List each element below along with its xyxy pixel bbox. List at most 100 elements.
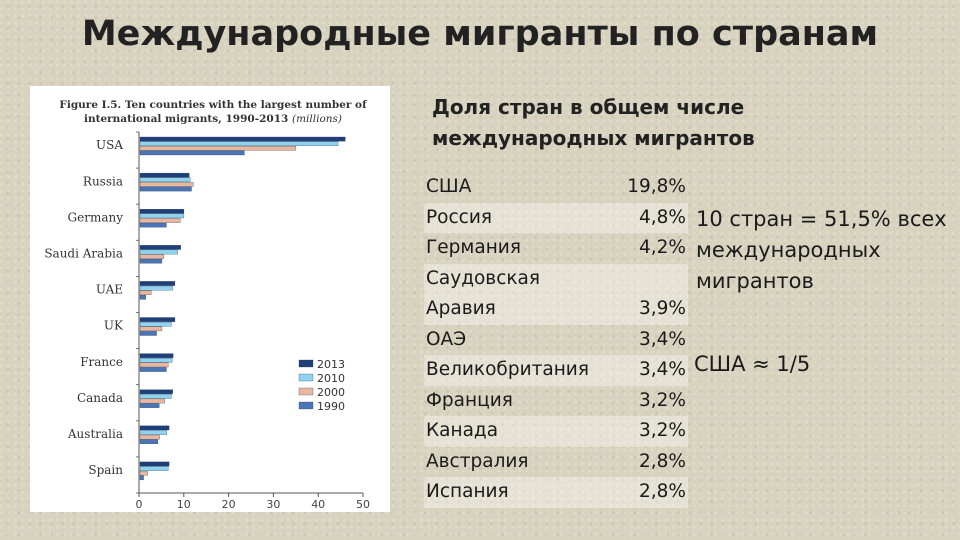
table-row: Россия 4,8% bbox=[424, 202, 688, 233]
category-label: Spain bbox=[88, 463, 123, 477]
bar-2013-uae bbox=[139, 281, 176, 286]
bar-2013-germany bbox=[139, 209, 185, 214]
chart-title-line2: international migrants, 1990-2013 (milli… bbox=[84, 113, 342, 125]
share-cell: 4,8% bbox=[639, 206, 686, 228]
legend-swatch-2000 bbox=[298, 387, 314, 396]
legend-label-1990: 1990 bbox=[317, 400, 345, 413]
bar-1990-uk bbox=[139, 331, 157, 336]
category-label: Germany bbox=[68, 210, 124, 224]
x-tick-label: 10 bbox=[177, 498, 191, 511]
summary-note: 10 стран = 51,5% всех международных мигр… bbox=[696, 204, 956, 297]
bar-2013-canada bbox=[139, 389, 173, 395]
country-cell: Германия bbox=[426, 237, 521, 258]
bar-1990-france bbox=[139, 367, 167, 372]
bar-2013-spain bbox=[139, 461, 170, 467]
chart-title-line1: Figure I.5. Ten countries with the large… bbox=[59, 99, 368, 111]
chart-title-units: (millions) bbox=[292, 113, 342, 125]
bar-1990-uae bbox=[139, 295, 146, 300]
bar-2013-saudi-arabia bbox=[139, 245, 181, 250]
bar-2010-canada bbox=[139, 394, 172, 399]
country-cell: Франция bbox=[426, 389, 513, 411]
bar-2000-uae bbox=[139, 290, 152, 295]
bar-2013-russia bbox=[139, 172, 190, 178]
country-cell: Россия bbox=[426, 206, 492, 228]
bar-2000-usa bbox=[139, 146, 297, 151]
share-cell: 3,2% bbox=[639, 420, 686, 441]
category-label: Australia bbox=[67, 427, 123, 441]
country-cell: ОАЭ bbox=[426, 328, 467, 350]
bar-2000-canada bbox=[139, 398, 165, 404]
legend-label-2013: 2013 bbox=[317, 358, 345, 371]
summary-note-line1: 10 стран = 51,5% всех bbox=[696, 207, 947, 231]
country-cell: Канада bbox=[426, 420, 499, 441]
x-tick-label: 40 bbox=[311, 498, 325, 511]
share-table: США 19,8% Россия 4,8% Германия 4,2% Саудовская… bbox=[424, 172, 688, 508]
table-row: Саудовская Аравия 3,9% bbox=[424, 263, 688, 325]
category-label: Russia bbox=[83, 174, 123, 188]
bar-2010-usa bbox=[139, 141, 339, 146]
share-cell: 4,2% bbox=[639, 237, 686, 258]
share-cell: 3,2% bbox=[639, 389, 686, 411]
bar-1990-germany bbox=[139, 222, 167, 228]
table-row: Канада 3,2% bbox=[424, 416, 688, 447]
category-label: Canada bbox=[77, 391, 123, 405]
legend-swatch-2013 bbox=[298, 359, 314, 368]
table-row: США 19,8% bbox=[424, 172, 688, 203]
bar-1990-spain bbox=[139, 475, 144, 481]
category-label: UAE bbox=[96, 283, 123, 297]
summary-note-line2: международных bbox=[696, 238, 881, 262]
bar-2000-russia bbox=[139, 182, 194, 187]
bar-2000-france bbox=[139, 362, 169, 368]
bar-2013-uk bbox=[139, 317, 176, 322]
bar-2010-france bbox=[139, 358, 173, 363]
country-cell: Саудовская Аравия bbox=[426, 267, 541, 320]
bar-2000-uk bbox=[139, 326, 163, 332]
usa-share-note: США ≈ 1/5 bbox=[694, 352, 811, 376]
table-row: ОАЭ 3,4% bbox=[424, 325, 688, 356]
summary-note-line3: мигрантов bbox=[696, 269, 814, 293]
x-tick-label: 0 bbox=[136, 498, 143, 511]
bar-2013-france bbox=[139, 353, 174, 358]
bar-1990-australia bbox=[139, 439, 159, 444]
country-cell: Испания bbox=[426, 481, 509, 502]
table-row: Испания 2,8% bbox=[424, 477, 688, 508]
legend-swatch-1990 bbox=[298, 401, 314, 410]
table-subtitle: Доля стран в общем числе международных м… bbox=[432, 95, 755, 150]
x-tick-label: 50 bbox=[356, 498, 370, 511]
table-row: Великобритания 3,4% bbox=[424, 355, 688, 386]
bar-2000-spain bbox=[139, 470, 148, 476]
category-label: Saudi Arabia bbox=[44, 247, 123, 261]
bar-2010-spain bbox=[139, 466, 169, 471]
bar-2000-saudi-arabia bbox=[139, 254, 164, 259]
x-tick-label: 20 bbox=[222, 498, 236, 511]
migrants-bar-chart: Figure I.5. Ten countries with the large… bbox=[44, 99, 370, 511]
share-cell: 3,4% bbox=[639, 328, 686, 350]
legend-swatch-2010 bbox=[298, 373, 314, 382]
bar-2010-uae bbox=[139, 285, 173, 291]
bar-2000-germany bbox=[139, 218, 181, 223]
share-cell: 2,8% bbox=[639, 481, 686, 502]
bar-1990-saudi-arabia bbox=[139, 258, 163, 264]
share-cell: 3,4% bbox=[639, 359, 686, 380]
slide-title: Международные мигранты по странам bbox=[81, 14, 879, 54]
country-cell: Австралия bbox=[426, 450, 529, 472]
bar-1990-russia bbox=[139, 186, 192, 192]
category-label: USA bbox=[96, 138, 123, 152]
figure-panel: Figure I.5. Ten countries with the large… bbox=[30, 86, 390, 512]
bar-2010-russia bbox=[139, 177, 191, 183]
bar-2013-australia bbox=[139, 425, 170, 431]
x-tick-label: 30 bbox=[266, 498, 280, 511]
bar-2010-uk bbox=[139, 321, 172, 327]
table-row: Франция 3,2% bbox=[424, 386, 688, 417]
category-label: France bbox=[80, 355, 123, 369]
bar-2010-saudi-arabia bbox=[139, 249, 178, 255]
category-label: UK bbox=[104, 319, 124, 333]
share-cell: 2,8% bbox=[639, 450, 686, 472]
table-row: Австралия 2,8% bbox=[424, 447, 688, 478]
bar-1990-usa bbox=[139, 150, 245, 156]
table-row: Германия 4,2% bbox=[424, 233, 688, 264]
bar-1990-canada bbox=[139, 403, 160, 408]
share-cell: 19,8% bbox=[627, 176, 686, 197]
share-cell: 3,9% bbox=[639, 298, 686, 319]
legend-label-2010: 2010 bbox=[317, 372, 345, 385]
